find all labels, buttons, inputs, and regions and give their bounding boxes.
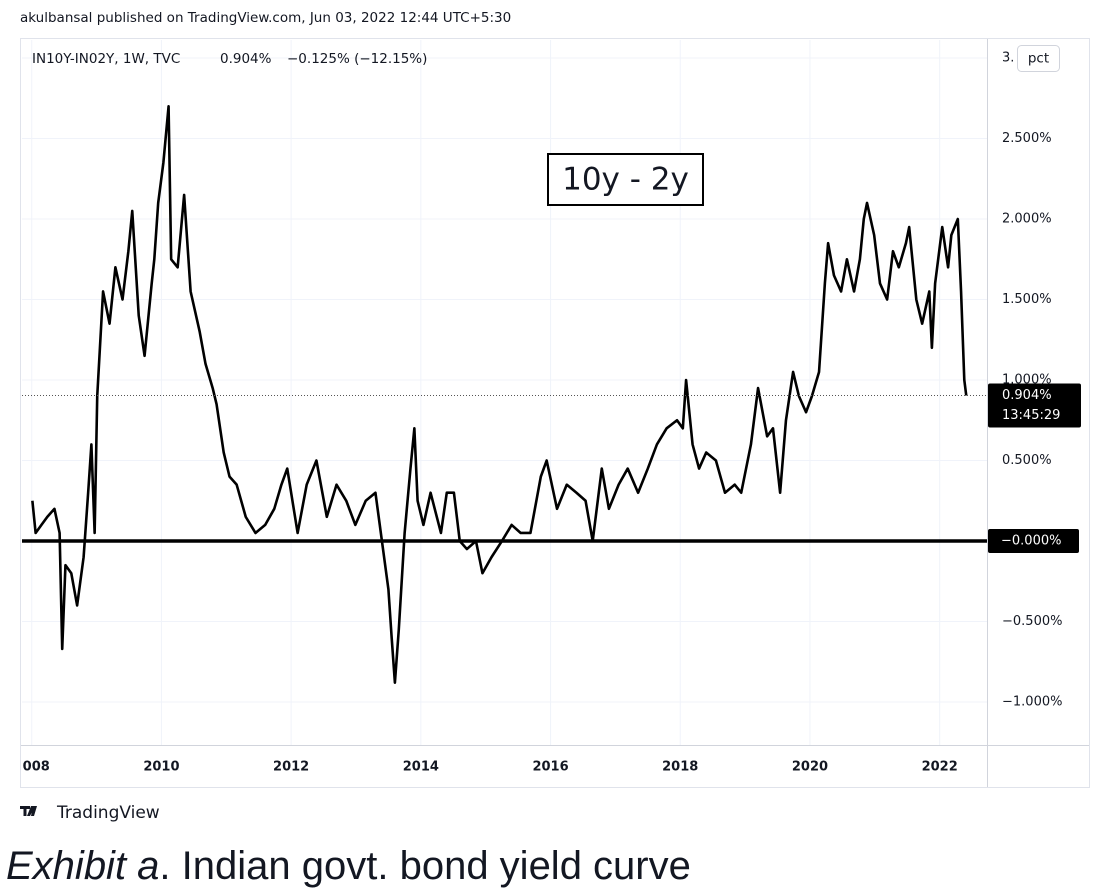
price-axis: −1.000%−0.500%0.500%1.000%1.500%2.000%2.… — [1002, 51, 1062, 710]
x-tick-label: 2018 — [662, 760, 698, 775]
scale-button[interactable] — [1017, 45, 1060, 72]
annotation: 10y - 2y — [562, 162, 689, 198]
y-tick-label: 2.000% — [1002, 212, 1052, 227]
y-tick-label: −1.000% — [1002, 695, 1062, 710]
scale-button-label[interactable]: pct — [1028, 51, 1049, 67]
y-tick-label: 1.500% — [1002, 292, 1052, 307]
legend-last: 0.904% — [220, 51, 272, 67]
caption: Exhibit a. Indian govt. bond yield curve — [6, 844, 691, 888]
y-tick-label: 3. — [1002, 51, 1014, 66]
y-tick-label: 2.500% — [1002, 131, 1052, 146]
series-line — [31, 105, 968, 684]
zero-badge — [988, 529, 1079, 554]
chart-frame — [20, 38, 1090, 788]
x-tick-label: 2022 — [922, 760, 958, 775]
logo-icon — [20, 806, 37, 816]
caption-italic: Exhibit a — [6, 844, 159, 888]
overlay: −0.000% 0.904% 13:45:29 — [22, 383, 1081, 554]
price-badge — [988, 383, 1081, 428]
price-badge-label: 0.904% — [1002, 388, 1052, 403]
x-tick-label: 2008 — [14, 760, 50, 775]
y-tick-label: 0.500% — [1002, 453, 1052, 468]
legend-symbol: IN10Y-IN02Y, 1W, TVC — [32, 51, 180, 67]
x-tick-label: 2014 — [403, 760, 439, 775]
annotation-box — [547, 153, 704, 206]
price-countdown: 13:45:29 — [1002, 408, 1060, 423]
legend-change: −0.125% (−12.15%) — [287, 51, 427, 67]
x-tick-label: 2012 — [273, 760, 309, 775]
x-tick-label: 2016 — [532, 760, 568, 775]
time-axis: 2008 2010 2012 2014 2016 2018 2020 2022 — [14, 760, 958, 775]
x-tick-label: 2020 — [792, 760, 828, 775]
plot-area — [31, 105, 968, 684]
caption-text: . Indian govt. bond yield curve — [159, 844, 690, 888]
x-tick-label: 2010 — [143, 760, 179, 775]
footer: TradingView — [56, 803, 160, 823]
zero-badge-label: −0.000% — [1001, 534, 1061, 549]
header: akulbansal published on TradingView.com,… — [20, 10, 511, 26]
tradingview-logo: TradingView — [20, 803, 160, 823]
y-tick-label: −0.500% — [1002, 614, 1062, 629]
grid — [22, 40, 987, 745]
